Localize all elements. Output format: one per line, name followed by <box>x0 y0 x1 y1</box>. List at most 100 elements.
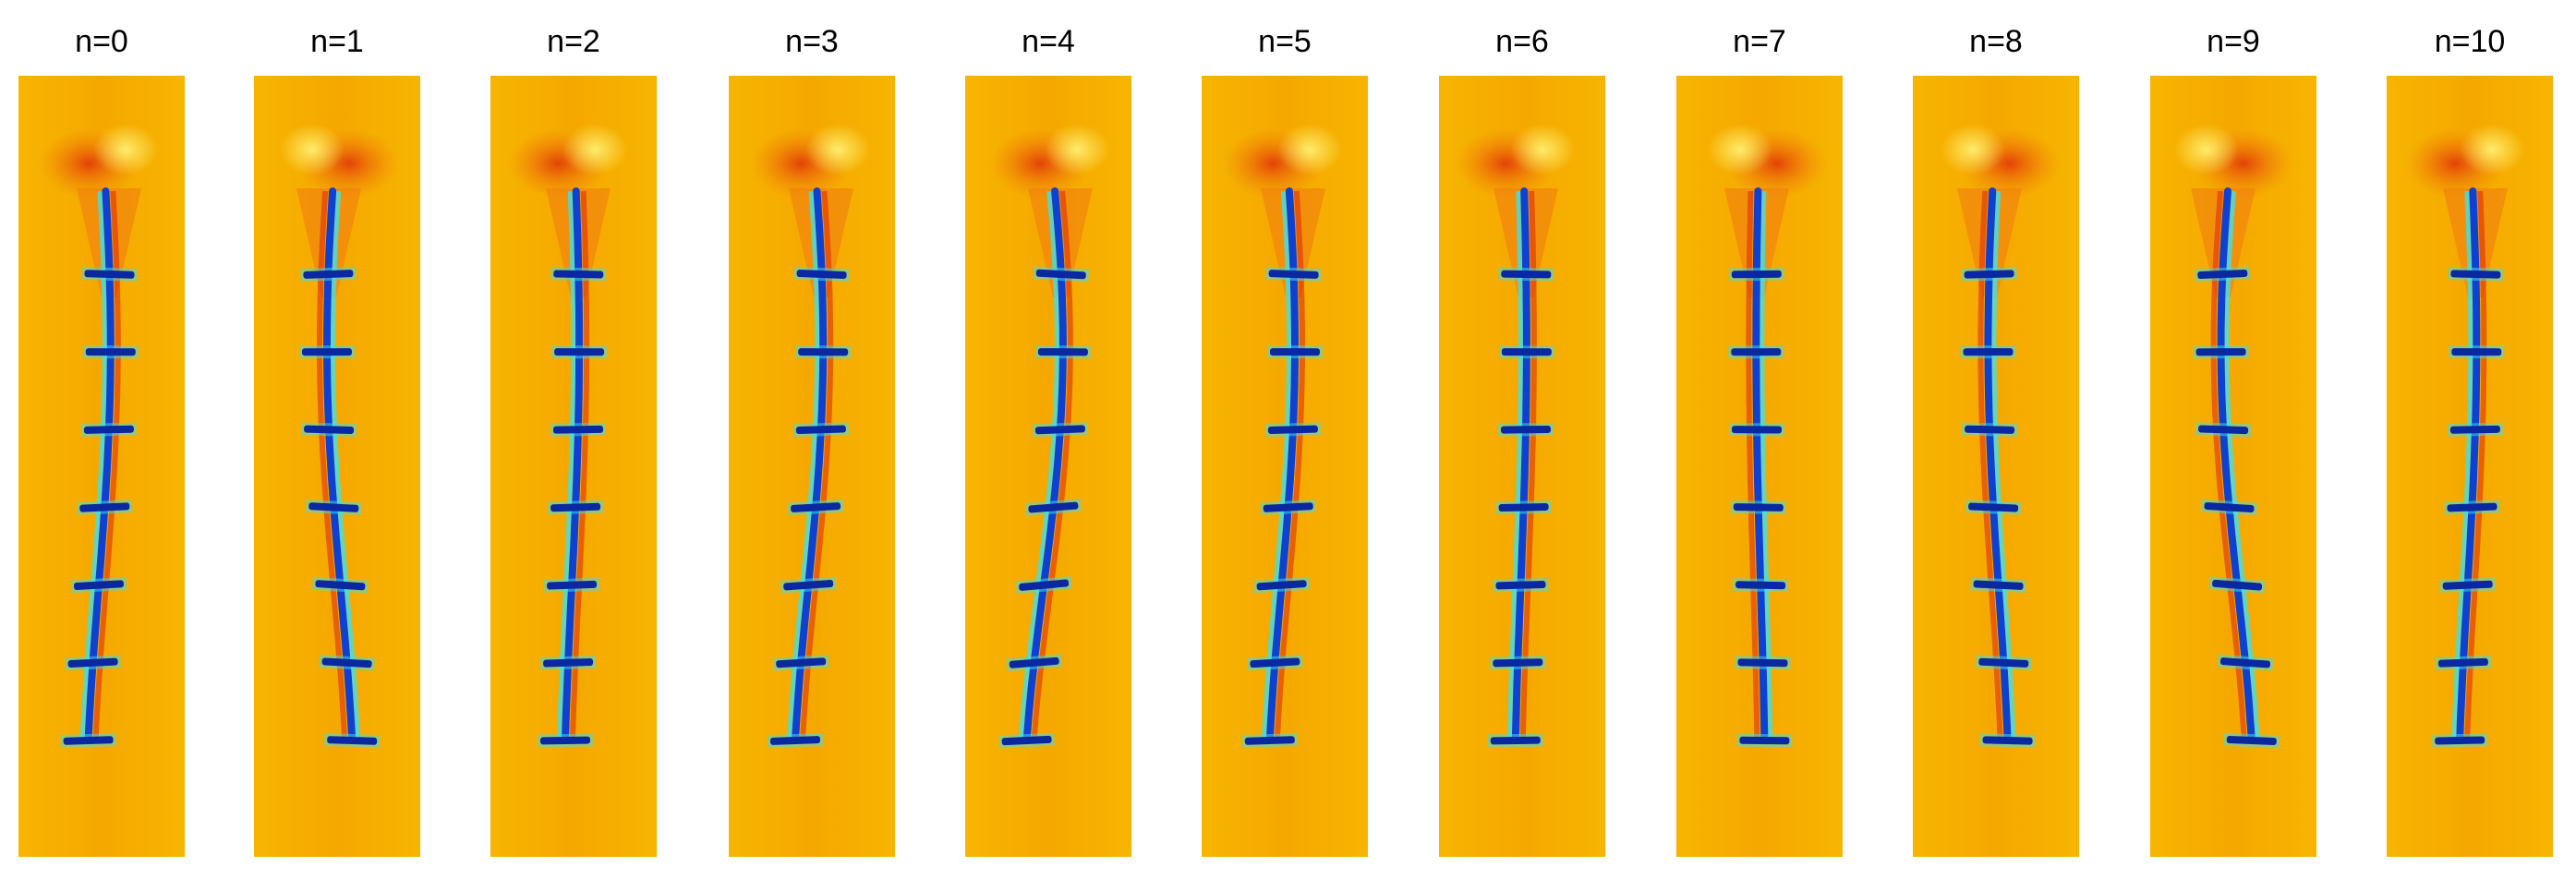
body-segment-bar <box>2208 576 2266 594</box>
body-segment-bar <box>2195 266 2251 283</box>
body-segment-bar <box>323 733 381 748</box>
body-segment-bar <box>2217 654 2274 671</box>
simulation-panel-1 <box>254 76 420 857</box>
swimmer-body <box>562 187 584 744</box>
swimmer-body <box>1752 187 1769 744</box>
panel-label-5: n=5 <box>1258 24 1312 59</box>
body-segment-bar <box>1015 576 1072 595</box>
body-segment-bar <box>70 577 127 594</box>
body-segment-bar <box>1247 655 1303 671</box>
body-segment-bar <box>550 422 607 437</box>
panel-label-7: n=7 <box>1733 24 1786 59</box>
body-segment-bar <box>1006 654 1063 672</box>
body-segment-bar <box>795 345 852 359</box>
body-segment-bar <box>1976 655 2032 671</box>
body-segment-bar <box>2448 267 2504 282</box>
body-segment-bar <box>539 655 597 670</box>
body-segment-bar <box>1498 345 1554 359</box>
body-segment-bar <box>2201 499 2257 516</box>
swimmer-body <box>2456 187 2481 744</box>
panel-label-3: n=3 <box>785 24 839 59</box>
body-segment-bar <box>1728 345 1784 359</box>
flow-field-image <box>729 76 895 857</box>
body-segment-bar <box>1736 733 1793 748</box>
body-segment-bar <box>767 732 824 749</box>
flow-field-image <box>254 76 420 857</box>
body-segment-bar <box>2435 655 2492 670</box>
body-segment-bar <box>1965 500 2022 515</box>
body-segment-bar <box>772 654 829 671</box>
body-segment-bar <box>305 499 362 516</box>
body-segment-bar <box>1034 345 1091 359</box>
body-segment-bar <box>787 499 844 516</box>
simulation-panel-10 <box>2387 76 2553 857</box>
panel-label-9: n=9 <box>2207 24 2260 59</box>
panel-label-6: n=6 <box>1495 24 1549 59</box>
panel-label-1: n=1 <box>310 24 364 59</box>
body-segment-bar <box>1728 267 1784 282</box>
body-segment-bar <box>298 345 356 359</box>
swimmer-body <box>323 187 357 744</box>
simulation-panel-9 <box>2150 76 2316 857</box>
simulation-panel-5 <box>1202 76 1368 857</box>
body-segment-bar <box>1033 266 1090 283</box>
swimmer-body <box>2217 187 2256 744</box>
flow-field-image <box>2150 76 2316 857</box>
swimmer-body <box>1984 187 2012 744</box>
body-segment-bar <box>2444 500 2500 515</box>
body-segment-bar <box>1493 577 1549 593</box>
body-segment-bar <box>1970 577 2026 594</box>
body-segment-bar <box>80 422 138 438</box>
simulation-panel-2 <box>490 76 657 857</box>
body-segment-bar <box>1024 499 1082 516</box>
swimmer-body <box>84 187 115 744</box>
body-segment-bar <box>1728 423 1785 437</box>
body-segment-bar <box>1961 422 2018 437</box>
body-segment-bar <box>792 422 850 438</box>
body-segment-bar <box>1253 576 1310 594</box>
flow-field-image <box>965 76 1131 857</box>
flow-field-image <box>18 76 185 857</box>
body-segment-bar <box>82 345 139 359</box>
swimmer-body <box>1022 187 1067 744</box>
body-segment-bar <box>1979 733 2036 748</box>
body-segment-bar <box>81 267 138 282</box>
body-segment-bar <box>300 266 357 283</box>
flow-field-image <box>2387 76 2553 857</box>
flow-field-image <box>1439 76 1605 857</box>
swimmer-body <box>1265 187 1299 744</box>
body-segment-bar <box>312 576 369 594</box>
flow-field-image <box>1913 76 2079 857</box>
body-segment-bar <box>300 422 357 438</box>
body-segment-bar <box>793 266 850 283</box>
simulation-panel-6 <box>1439 76 1605 857</box>
panel-label-2: n=2 <box>547 24 600 59</box>
body-segment-bar <box>551 345 608 359</box>
swimmer-body <box>1511 187 1530 744</box>
body-segment-bar <box>1735 656 1791 670</box>
body-segment-bar <box>1260 499 1317 516</box>
body-segment-bar <box>60 733 116 748</box>
body-segment-bar <box>2223 732 2280 749</box>
swimmer-body <box>792 187 828 744</box>
body-segment-bar <box>2447 422 2504 437</box>
body-segment-bar <box>1498 267 1554 282</box>
body-segment-bar <box>543 577 600 593</box>
body-segment-bar <box>319 655 375 671</box>
body-segment-bar <box>780 576 837 594</box>
body-segment-bar <box>537 733 594 748</box>
body-segment-bar <box>2449 345 2505 359</box>
body-segment-bar <box>547 500 604 515</box>
simulation-panel-8 <box>1913 76 2079 857</box>
body-segment-bar <box>77 500 133 515</box>
body-segment-bar <box>998 732 1055 749</box>
simulation-panel-3 <box>729 76 895 857</box>
flow-field-image <box>1202 76 1368 857</box>
simulation-panel-7 <box>1676 76 1843 857</box>
flow-field-image <box>490 76 657 857</box>
body-segment-bar <box>1487 733 1543 748</box>
body-segment-bar <box>1264 422 1322 438</box>
body-segment-bar <box>1032 422 1089 438</box>
body-segment-bar <box>1241 733 1299 748</box>
body-segment-bar <box>1732 578 1789 593</box>
